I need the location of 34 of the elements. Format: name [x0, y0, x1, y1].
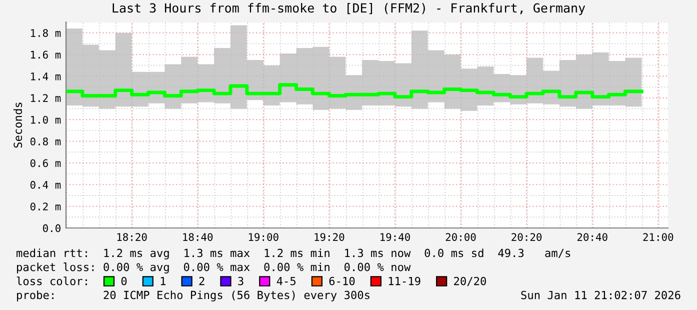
y-tick-label: 1.6 m [31, 50, 61, 59]
legend-label: 20/20 [454, 276, 486, 286]
y-tick-label: 0.8 m [30, 138, 61, 146]
text: packet loss: 0.00 % avg 0.00 % max 0.00 % min 0.00 % now [17, 262, 411, 274]
legend-label: 6-10 [329, 276, 355, 286]
y-tick-label: 1.0 m [31, 116, 61, 124]
x-tick-label: 20:00 [446, 233, 476, 241]
y-tick-label: 1.2 m [31, 94, 61, 102]
legend-label: 4-5 [276, 276, 296, 286]
x-tick-label: 19:00 [248, 233, 278, 241]
x-tick-label: 18:20 [117, 233, 147, 241]
legend-label: 3 [238, 276, 244, 286]
legend-label: 1 [160, 276, 166, 286]
text: Sun Jan 11 21:02:07 2026 [521, 290, 680, 300]
text: probe: 20 ICMP Echo Pings (56 Bytes) every 300s [17, 290, 370, 302]
legend-label: 2 [199, 276, 204, 286]
legend-title: loss color: [16, 276, 87, 286]
x-tick-label: 18:40 [183, 233, 213, 241]
y-tick-label: 0.6 m [30, 159, 61, 168]
legend-label: 11-19 [388, 276, 420, 286]
y-tick-label: 0.4 m [30, 180, 61, 189]
legend-label: 0 [121, 276, 127, 286]
x-tick-label: 20:20 [512, 233, 542, 241]
y-tick-label: 0.2 m [30, 202, 61, 210]
x-tick-label: 19:40 [380, 233, 410, 241]
x-tick-label: 20:40 [577, 233, 608, 241]
text: median rtt: 1.2 ms avg 1.3 ms max 1.2 ms min 1.3 ms now 0.0 ms sd 49.3 am/s [16, 248, 570, 260]
x-tick-label: 19:20 [314, 233, 344, 241]
y-axis-title: Seconds [13, 102, 22, 148]
y-tick-label: 1.8 m [31, 29, 61, 37]
chart-title: Last 3 Hours from ffm-smoke to [DE] (FFM2) - Frankfurt, Germany [112, 2, 586, 16]
x-tick-label: 21:00 [643, 233, 674, 241]
y-tick-label: 0.0 [43, 224, 60, 232]
y-tick-label: 1.4 m [31, 72, 61, 80]
